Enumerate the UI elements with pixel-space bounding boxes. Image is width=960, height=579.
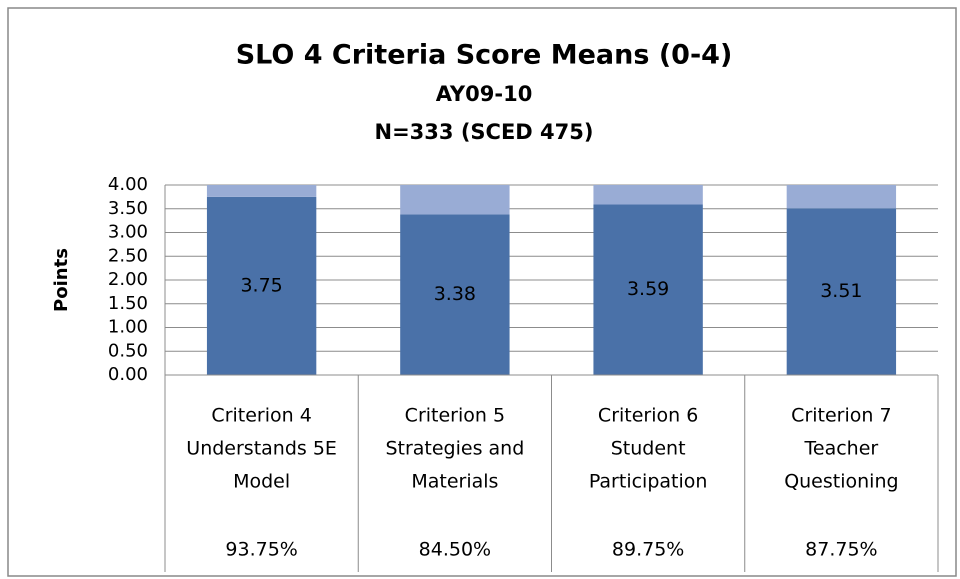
x-tick-label: Understands 5E	[186, 438, 337, 460]
bar-segment	[593, 204, 703, 375]
bar-segment	[206, 196, 317, 375]
data-label: 3.38	[434, 283, 476, 305]
x-tick-label: Questioning	[784, 471, 898, 493]
bar-segment	[400, 214, 510, 375]
y-tick-label: 1.00	[108, 317, 148, 338]
y-tick-label: 2.50	[108, 245, 148, 266]
y-tick-label: 2.00	[108, 269, 148, 290]
x-tick-label: Participation	[589, 471, 708, 493]
x-tick-label: Student	[611, 438, 686, 460]
x-tick-label: Criterion 7	[791, 405, 891, 427]
footer-label: 93.75%	[225, 539, 297, 561]
chart-title: SLO 4 Criteria Score Means (0-4)	[236, 40, 733, 71]
bar-segment	[400, 185, 510, 215]
y-tick-label: 1.50	[108, 293, 148, 314]
y-tick-label: 0.00	[108, 364, 148, 385]
y-tick-label: 3.00	[108, 222, 148, 243]
x-tick-label: Model	[233, 471, 290, 493]
chart-subtitle: AY09-10	[436, 82, 533, 106]
x-tick-label: Criterion 5	[405, 405, 505, 427]
bar-segment	[206, 185, 317, 197]
footer-label: 87.75%	[805, 539, 877, 561]
x-tick-label: Materials	[411, 471, 498, 493]
data-label: 3.59	[627, 278, 669, 300]
bar-segment	[786, 208, 897, 375]
x-tick-label: Criterion 4	[211, 405, 311, 427]
footer-label: 89.75%	[612, 539, 684, 561]
y-axis-label: Points	[51, 248, 72, 312]
y-tick-label: 4.00	[108, 174, 148, 195]
x-tick-label: Criterion 6	[598, 405, 698, 427]
y-tick-label: 3.50	[108, 198, 148, 219]
data-label: 3.75	[240, 274, 282, 296]
x-tick-label: Teacher	[804, 438, 879, 460]
footer-label: 84.50%	[419, 539, 491, 561]
chart-subtitle: N=333 (SCED 475)	[375, 120, 594, 144]
x-tick-label: Strategies and	[385, 438, 524, 460]
bar-segment	[786, 185, 897, 209]
y-tick-label: 0.50	[108, 340, 148, 361]
data-label: 3.51	[820, 280, 862, 302]
bar-segment	[593, 185, 703, 205]
